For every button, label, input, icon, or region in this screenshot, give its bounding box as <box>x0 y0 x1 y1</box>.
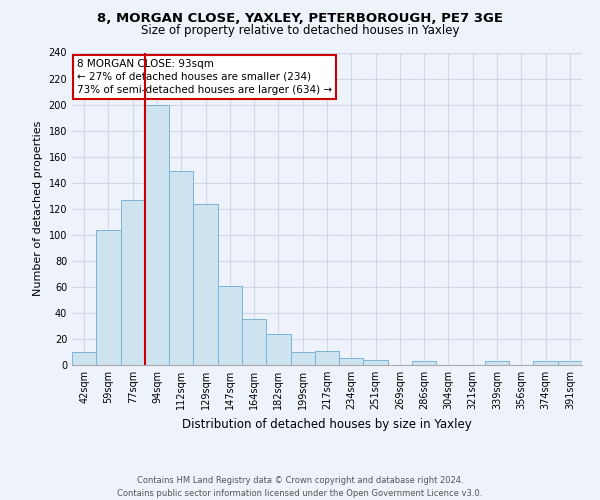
Text: Size of property relative to detached houses in Yaxley: Size of property relative to detached ho… <box>141 24 459 37</box>
Bar <box>193 204 218 365</box>
Bar <box>412 361 436 365</box>
Bar <box>121 200 145 365</box>
Bar <box>218 286 242 365</box>
Text: Contains HM Land Registry data © Crown copyright and database right 2024.
Contai: Contains HM Land Registry data © Crown c… <box>118 476 482 498</box>
Bar <box>72 352 96 365</box>
Bar <box>96 230 121 365</box>
Bar <box>485 361 509 365</box>
Bar <box>533 361 558 365</box>
Text: 8 MORGAN CLOSE: 93sqm
← 27% of detached houses are smaller (234)
73% of semi-det: 8 MORGAN CLOSE: 93sqm ← 27% of detached … <box>77 58 332 95</box>
Bar <box>145 104 169 365</box>
Text: 8, MORGAN CLOSE, YAXLEY, PETERBOROUGH, PE7 3GE: 8, MORGAN CLOSE, YAXLEY, PETERBOROUGH, P… <box>97 12 503 26</box>
Bar <box>290 352 315 365</box>
Bar <box>169 171 193 365</box>
Y-axis label: Number of detached properties: Number of detached properties <box>33 121 43 296</box>
Bar <box>242 320 266 365</box>
Bar <box>266 334 290 365</box>
Bar <box>364 360 388 365</box>
Bar <box>339 358 364 365</box>
Bar <box>558 361 582 365</box>
X-axis label: Distribution of detached houses by size in Yaxley: Distribution of detached houses by size … <box>182 418 472 430</box>
Bar <box>315 350 339 365</box>
